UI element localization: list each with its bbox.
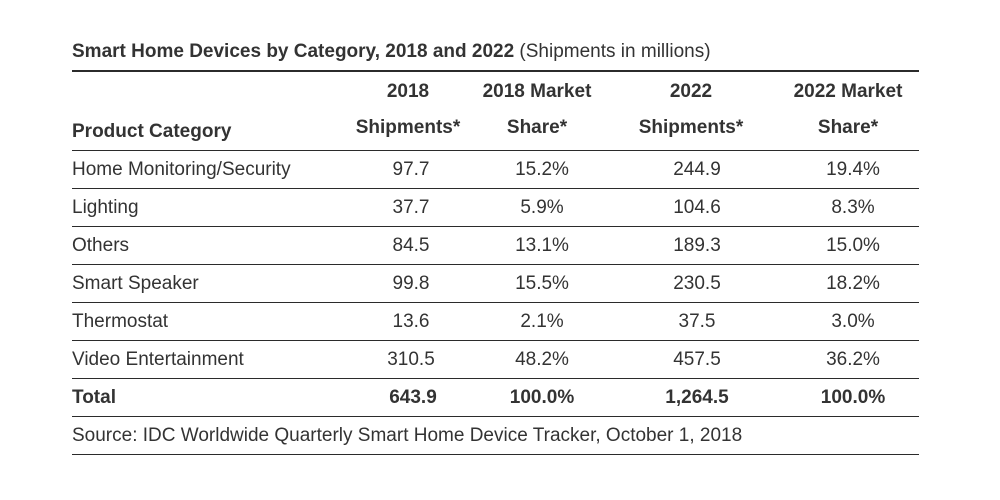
header-product-category: Product Category (72, 121, 232, 142)
header-2022-shipments-line2: Shipments* (638, 117, 744, 138)
total-2022-shipments: 1,264.5 (665, 387, 729, 408)
header-2022-shipments-line1: 2022 (669, 81, 713, 102)
row-0-2018-share: 15.2% (515, 159, 569, 180)
row-5-rule (72, 378, 919, 379)
header-2018-share-line1: 2018 Market (482, 81, 592, 102)
row-4-rule (72, 340, 919, 341)
row-4-2018-share: 2.1% (520, 311, 564, 332)
total-2022-share: 100.0% (820, 387, 886, 408)
row-3-2022-shipments: 230.5 (673, 273, 721, 294)
row-0-2018-shipments: 97.7 (392, 159, 430, 180)
row-1-2018-shipments: 37.7 (392, 197, 430, 218)
row-3-rule (72, 302, 919, 303)
row-0-rule (72, 188, 919, 189)
total-2018-share: 100.0% (509, 387, 575, 408)
total-rule (72, 416, 919, 417)
row-2-2018-shipments: 84.5 (392, 235, 430, 256)
row-5-2022-shipments: 457.5 (673, 349, 721, 370)
top-rule (72, 70, 919, 72)
row-2-2022-shipments: 189.3 (673, 235, 721, 256)
row-1-2018-share: 5.9% (520, 197, 564, 218)
row-0-2022-share: 19.4% (826, 159, 880, 180)
row-5-2018-shipments: 310.5 (387, 349, 435, 370)
row-1-2022-shipments: 104.6 (673, 197, 721, 218)
header-2018-shipments-line1: 2018 (386, 81, 430, 102)
header-2018-shipments-line2: Shipments* (355, 117, 461, 138)
row-0-2022-shipments: 244.9 (673, 159, 721, 180)
row-2-category: Others (72, 235, 130, 256)
row-4-category: Thermostat (72, 311, 169, 332)
table-title: Smart Home Devices by Category, 2018 and… (72, 41, 711, 63)
row-3-2018-share: 15.5% (515, 273, 569, 294)
total-2018-shipments: 643.9 (389, 387, 437, 408)
header-2018-share-line2: Share* (506, 117, 568, 138)
title-main: Smart Home Devices by Category, 2018 and… (72, 41, 515, 62)
row-2-rule (72, 264, 919, 265)
total-label: Total (72, 387, 116, 408)
row-1-2022-share: 8.3% (831, 197, 875, 218)
row-3-2022-share: 18.2% (826, 273, 880, 294)
row-1-category: Lighting (72, 197, 139, 218)
source-note: Source: IDC Worldwide Quarterly Smart Ho… (72, 425, 743, 446)
header-rule (72, 150, 919, 151)
header-2022-share-line1: 2022 Market (793, 81, 903, 102)
row-5-category: Video Entertainment (72, 349, 244, 370)
bottom-rule (72, 454, 919, 455)
row-5-2022-share: 36.2% (826, 349, 880, 370)
row-4-2018-shipments: 13.6 (392, 311, 430, 332)
row-3-category: Smart Speaker (72, 273, 199, 294)
header-2022-share-line2: Share* (817, 117, 879, 138)
row-5-2018-share: 48.2% (515, 349, 569, 370)
row-0-category: Home Monitoring/Security (72, 159, 291, 180)
title-subtitle: (Shipments in millions) (519, 41, 711, 62)
row-4-2022-share: 3.0% (831, 311, 875, 332)
row-2-2022-share: 15.0% (826, 235, 880, 256)
row-1-rule (72, 226, 919, 227)
row-2-2018-share: 13.1% (515, 235, 569, 256)
row-3-2018-shipments: 99.8 (392, 273, 430, 294)
row-4-2022-shipments: 37.5 (678, 311, 716, 332)
